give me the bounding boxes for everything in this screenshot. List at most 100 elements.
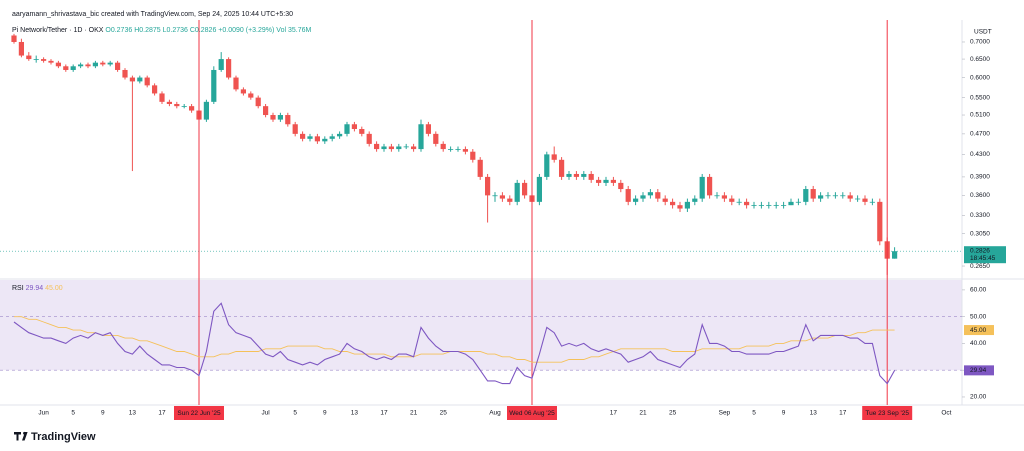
x-tick-label: Jun — [38, 410, 49, 417]
candle-body — [618, 182, 624, 190]
candle-body — [655, 192, 661, 199]
candle-body — [551, 154, 557, 160]
candle-body — [647, 192, 653, 196]
last-value-label: 45.00 — [970, 327, 987, 334]
logo-text: TradingView — [31, 431, 96, 443]
candle-body — [285, 115, 291, 125]
candle-body — [189, 106, 195, 111]
x-tick-label: 21 — [639, 410, 647, 417]
candle-body — [233, 77, 239, 90]
candle-body — [33, 59, 39, 60]
x-tick-label: 5 — [293, 410, 297, 417]
x-tick-label: 13 — [810, 410, 818, 417]
candle-body — [781, 205, 787, 206]
highlight-box — [862, 406, 913, 420]
candle-body — [448, 149, 454, 150]
highlight-box — [174, 406, 224, 420]
last-value-box — [964, 365, 994, 376]
candle-body — [485, 176, 491, 196]
y-tick-label: 60.00 — [970, 287, 987, 294]
candle-body — [684, 201, 690, 209]
candle-body — [751, 205, 757, 206]
candle-body — [137, 77, 143, 82]
candle-body — [226, 59, 232, 78]
candle-body — [418, 124, 424, 150]
candle-body — [522, 182, 528, 196]
y-tick-label: 0.3300 — [970, 212, 990, 219]
candle-body — [825, 195, 831, 197]
candle-body — [425, 124, 431, 134]
candle-body — [211, 69, 217, 102]
rsi-band — [0, 280, 962, 371]
x-tick-label: 25 — [669, 410, 677, 417]
candle-body — [803, 189, 809, 202]
legend-value: L0.2736 — [163, 27, 188, 34]
x-tick-label: 17 — [158, 410, 166, 417]
y-tick-label: 0.2650 — [970, 263, 990, 270]
candle-body — [337, 133, 343, 137]
candle-body — [699, 176, 705, 199]
candle-body — [633, 198, 639, 202]
candle-body — [707, 176, 713, 196]
candle-body — [115, 62, 121, 70]
y-tick-label: 0.7000 — [970, 39, 990, 46]
y-tick-label: 0.6000 — [970, 74, 990, 81]
logo: TradingView — [14, 431, 96, 443]
candle-body — [744, 201, 750, 206]
x-tick-label: Aug — [489, 410, 501, 417]
candle-body — [847, 195, 853, 199]
candle-body — [351, 124, 357, 130]
candle-body — [26, 55, 32, 60]
candle-body — [78, 64, 84, 67]
logo-icon — [14, 432, 28, 441]
candle-body — [729, 198, 735, 202]
x-tick-label: 5 — [71, 410, 75, 417]
x-tick-label: 9 — [101, 410, 105, 417]
candle-body — [18, 41, 24, 56]
candle-body — [70, 66, 76, 70]
highlight-label: Tue 23 Sep '25 — [865, 410, 909, 417]
legend-title: RSI — [12, 285, 24, 292]
candle-body — [403, 146, 409, 148]
candle-body — [714, 195, 720, 197]
candle-body — [610, 179, 616, 183]
candle-body — [11, 35, 17, 42]
logo-icon — [23, 431, 26, 435]
candle-body — [795, 201, 801, 203]
y-tick-label: 0.6500 — [970, 56, 990, 63]
candle-body — [455, 149, 461, 150]
legend-value: O0.2736 — [105, 27, 132, 34]
x-tick-label: Jul — [261, 410, 270, 417]
candle-body — [100, 62, 106, 65]
candle-body — [263, 106, 269, 116]
candle-body — [374, 143, 380, 150]
candle-body — [832, 195, 838, 197]
candle-body — [344, 124, 350, 134]
legend-value: H0.2875 — [134, 27, 161, 34]
candle-body — [559, 159, 565, 177]
x-tick-label: 21 — [410, 410, 418, 417]
candle-body — [129, 77, 135, 82]
x-tick-label: 13 — [351, 410, 359, 417]
candle-body — [470, 151, 476, 160]
candle-body — [596, 179, 602, 183]
candle-body — [181, 106, 187, 107]
y-tick-label: 20.00 — [970, 394, 987, 401]
candle-body — [329, 136, 335, 139]
candle-body — [869, 201, 875, 203]
candle-body — [788, 201, 794, 206]
candle-body — [240, 89, 246, 94]
candle-body — [388, 146, 394, 150]
candle-body — [721, 195, 727, 199]
last-price-label: 0.2826 — [970, 247, 990, 254]
candle-body — [692, 198, 698, 202]
candle-body — [499, 195, 505, 199]
y-tick-label: 0.4700 — [970, 131, 990, 138]
header: aaryamann_shrivastava_bic created with T… — [12, 11, 293, 18]
x-tick-label: 17 — [610, 410, 618, 417]
candle-body — [758, 205, 764, 206]
x-tick-label: Oct — [941, 410, 951, 417]
candle-body — [810, 189, 816, 199]
